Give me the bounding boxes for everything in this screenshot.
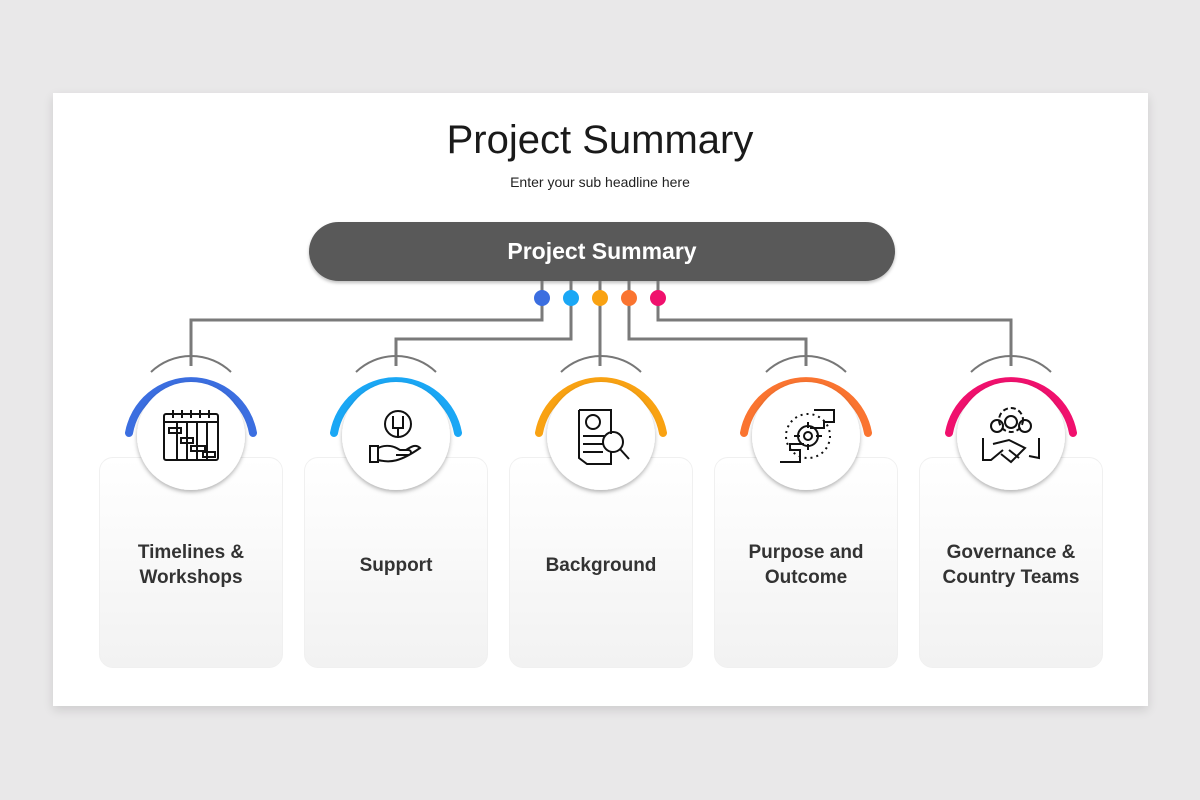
gantt-calendar-icon (163, 410, 219, 461)
card-label: Governance & Country Teams (942, 542, 1080, 588)
page-title: Project Summary (446, 118, 754, 162)
card-background: Background (509, 457, 693, 668)
team-handshake-icon (982, 407, 1040, 464)
icon-circle (137, 382, 245, 490)
card-label: Purpose and Outcome (748, 542, 864, 588)
colored-arc (535, 377, 667, 437)
top-arc (970, 355, 1052, 373)
card-purpose: Purpose and Outcome (714, 457, 898, 668)
profile-document-search-icon (578, 409, 630, 465)
card-label: Background (545, 554, 657, 576)
hand-gear-wrench-icon (369, 410, 422, 463)
top-arc (560, 355, 642, 373)
hub-pill: Project Summary (309, 222, 895, 281)
top-arc (150, 355, 232, 373)
card-governance: Governance & Country Teams (919, 457, 1103, 668)
page-subtitle: Enter your sub headline here (510, 174, 690, 190)
colored-arc (740, 377, 872, 437)
colored-arc (945, 377, 1077, 437)
hands-target-icon (780, 409, 835, 463)
colored-arc (330, 377, 462, 437)
connector-dot (534, 290, 550, 306)
connector-dot (592, 290, 608, 306)
card-label: Support (359, 554, 433, 576)
card-support: Support (304, 457, 488, 668)
connector-dot (621, 290, 637, 306)
colored-arc (125, 377, 257, 437)
icon-circle (957, 382, 1065, 490)
top-arc (765, 355, 847, 373)
card-label: Timelines & Workshops (137, 542, 245, 588)
icon-circle (752, 382, 860, 490)
connector-dot (650, 290, 666, 306)
connector-dot (563, 290, 579, 306)
top-arc (355, 355, 437, 373)
card-timelines: Timelines & Workshops (99, 457, 283, 668)
